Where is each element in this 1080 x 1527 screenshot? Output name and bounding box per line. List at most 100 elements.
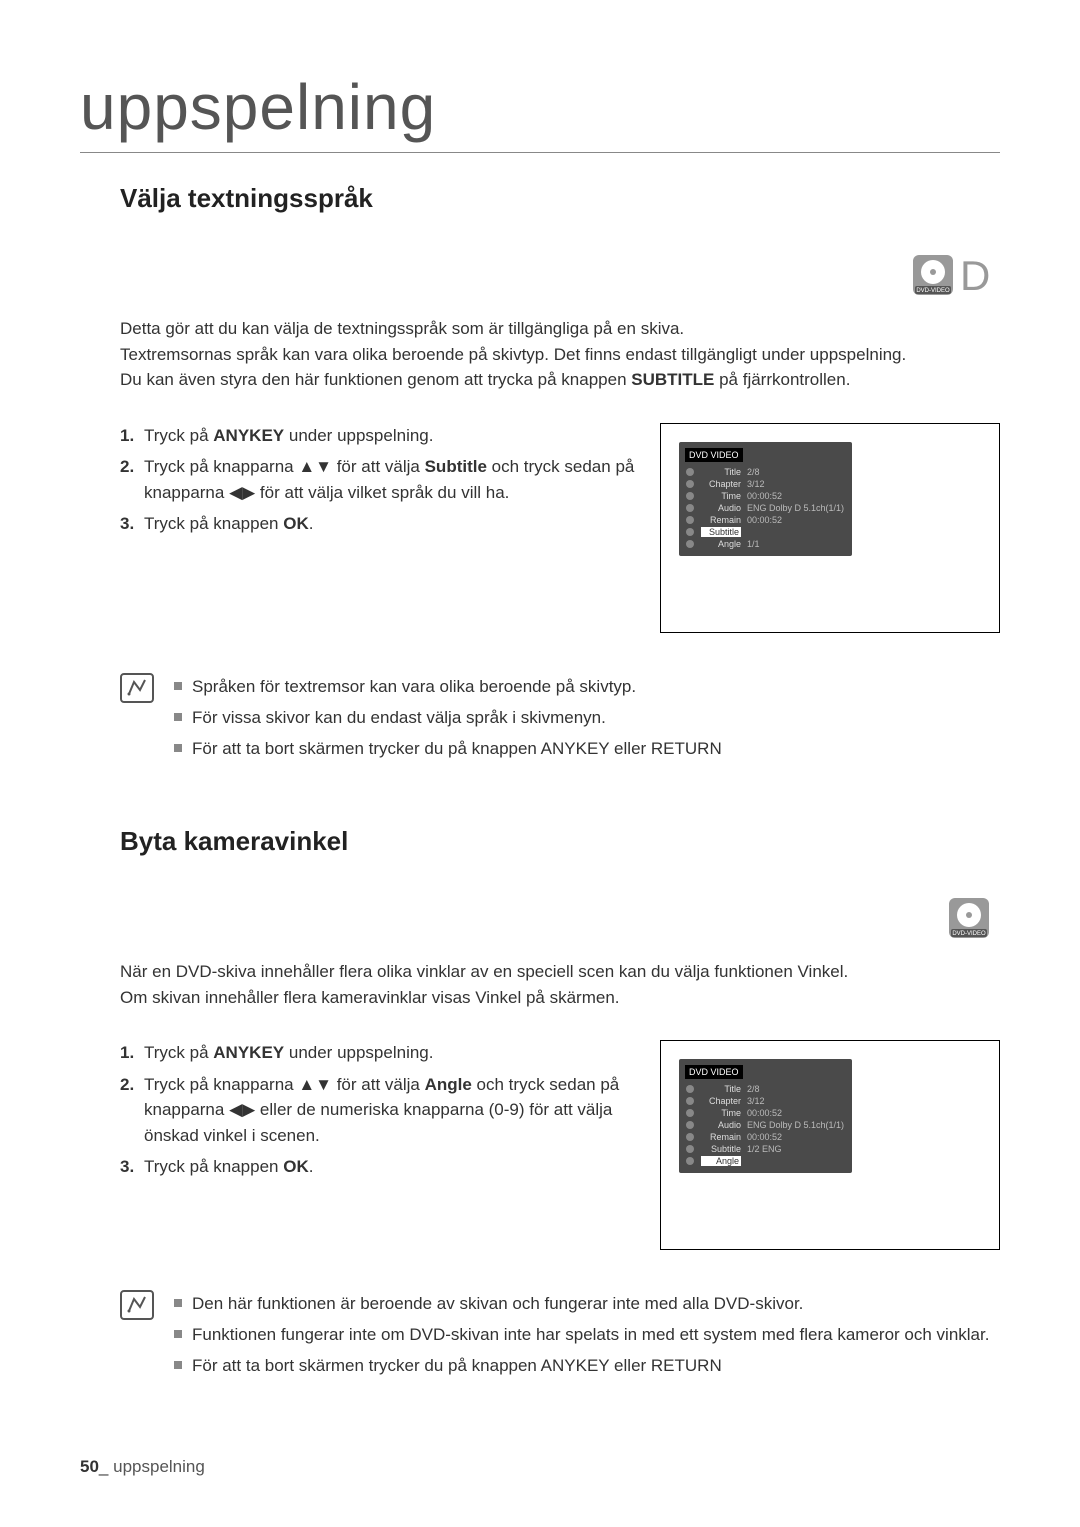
osd-row: Time00:00:52 bbox=[685, 490, 844, 502]
d-icon: D bbox=[958, 254, 990, 296]
osd-row-icon bbox=[685, 467, 695, 477]
intro-line: Textremsornas språk kan vara olika beroe… bbox=[120, 345, 906, 364]
osd-row-icon bbox=[685, 491, 695, 501]
osd-row-icon bbox=[685, 539, 695, 549]
osd-row-icon bbox=[685, 1120, 695, 1130]
osd-row-icon bbox=[685, 527, 695, 537]
note-item: Den här funktionen är beroende av skivan… bbox=[174, 1290, 1000, 1317]
step-num: 1. bbox=[120, 423, 144, 449]
note-icon bbox=[120, 1290, 154, 1320]
step: 1. Tryck på ANYKEY under uppspelning. bbox=[120, 423, 640, 449]
step-text: Tryck på knappen OK. bbox=[144, 511, 640, 537]
osd-row: Remain00:00:52 bbox=[685, 1131, 844, 1143]
note-list: Språken för textremsor kan vara olika be… bbox=[174, 673, 1000, 767]
osd-row-icon bbox=[685, 515, 695, 525]
osd-row: Chapter 3/12 bbox=[685, 1095, 844, 1107]
note-item: För att ta bort skärmen trycker du på kn… bbox=[174, 735, 1000, 762]
osd-value: 00:00:52 bbox=[747, 1132, 782, 1142]
osd-row-icon bbox=[685, 1144, 695, 1154]
section2-content-row: 1. Tryck på ANYKEY under uppspelning. 2.… bbox=[80, 1040, 1000, 1250]
osd-value: 2/8 bbox=[747, 1084, 760, 1094]
osd-row: Time00:00:52 bbox=[685, 1107, 844, 1119]
section2-intro: När en DVD-skiva innehåller flera olika … bbox=[80, 959, 1000, 1010]
step-num: 2. bbox=[120, 454, 144, 505]
bullet-icon bbox=[174, 1299, 182, 1307]
step-num: 2. bbox=[120, 1072, 144, 1149]
section1-notes: Språken för textremsor kan vara olika be… bbox=[80, 673, 1000, 767]
section-subtitle-lang: Välja textningsspråk DVD-VIDEO D Detta g… bbox=[80, 183, 1000, 766]
intro-line: Om skivan innehåller flera kameravinklar… bbox=[120, 988, 620, 1007]
osd-row-icon bbox=[685, 503, 695, 513]
bullet-icon bbox=[174, 744, 182, 752]
step: 2. Tryck på knapparna ▲▼ för att välja S… bbox=[120, 454, 640, 505]
osd-row-icon bbox=[685, 1108, 695, 1118]
osd-row: Remain00:00:52 bbox=[685, 514, 844, 526]
osd-screenshot-1: DVD VIDEO Title 2/8Chapter3/12Time00:00:5… bbox=[660, 423, 1000, 633]
bullet-icon bbox=[174, 1361, 182, 1369]
page-title: uppspelning bbox=[80, 70, 1000, 153]
dvd-video-icon: DVD-VIDEO bbox=[948, 897, 990, 939]
osd-row-icon bbox=[685, 1156, 695, 1166]
osd-label: Title bbox=[701, 1084, 741, 1094]
step: 3. Tryck på knappen OK. bbox=[120, 511, 640, 537]
note-item: För vissa skivor kan du endast välja spr… bbox=[174, 704, 1000, 731]
osd-value: 3/12 bbox=[747, 1096, 765, 1106]
osd-row-icon bbox=[685, 479, 695, 489]
svg-text:D: D bbox=[960, 254, 990, 296]
svg-text:DVD-VIDEO: DVD-VIDEO bbox=[916, 288, 950, 294]
osd-header: DVD VIDEO bbox=[685, 448, 743, 462]
page-number: 50 bbox=[80, 1457, 99, 1476]
section1-intro: Detta gör att du kan välja de textningss… bbox=[80, 316, 1000, 393]
dvd-video-icon: DVD-VIDEO bbox=[912, 254, 954, 296]
step-text: Tryck på knapparna ▲▼ för att välja Angl… bbox=[144, 1072, 640, 1149]
intro-line: Du kan även styra den här funktionen gen… bbox=[120, 370, 850, 389]
osd-row: Angle bbox=[685, 1155, 844, 1167]
osd-panel: DVD VIDEO Title2/8Chapter3/12Time00:00:5… bbox=[679, 1059, 852, 1173]
footer-text: uppspelning bbox=[113, 1457, 205, 1476]
section1-content-row: 1. Tryck på ANYKEY under uppspelning. 2.… bbox=[80, 423, 1000, 633]
note-icon bbox=[120, 673, 154, 703]
osd-row: Chapter3/12 bbox=[685, 478, 844, 490]
disc-icons: DVD-VIDEO bbox=[80, 897, 1000, 939]
osd-row: AudioENG Dolby D 5.1ch(1/1) bbox=[685, 502, 844, 514]
note-item: Språken för textremsor kan vara olika be… bbox=[174, 673, 1000, 700]
osd-panel: DVD VIDEO Title 2/8Chapter3/12Time00:00:5… bbox=[679, 442, 852, 556]
section2-heading: Byta kameravinkel bbox=[80, 826, 1000, 857]
osd-value: 1/2 ENG bbox=[747, 1144, 782, 1154]
step-text: Tryck på ANYKEY under uppspelning. bbox=[144, 423, 640, 449]
osd-row-icon bbox=[685, 1096, 695, 1106]
disc-icons: DVD-VIDEO D bbox=[80, 254, 1000, 296]
osd-row: Title 2/8 bbox=[685, 1083, 844, 1095]
footer-sep: _ bbox=[99, 1457, 108, 1476]
osd-value: 2/8 bbox=[747, 467, 760, 477]
osd-screenshot-2: DVD VIDEO Title2/8Chapter3/12Time00:00:5… bbox=[660, 1040, 1000, 1250]
intro-line: Detta gör att du kan välja de textningss… bbox=[120, 319, 684, 338]
osd-label: Audio bbox=[701, 1120, 741, 1130]
osd-label: Chapter bbox=[701, 1096, 741, 1106]
osd-value: 3/12 bbox=[747, 479, 765, 489]
osd-value: 00:00:52 bbox=[747, 1108, 782, 1118]
step: 1. Tryck på ANYKEY under uppspelning. bbox=[120, 1040, 640, 1066]
section2-steps: 1. Tryck på ANYKEY under uppspelning. 2.… bbox=[120, 1040, 640, 1250]
section-camera-angle: Byta kameravinkel DVD-VIDEO När en DVD-s… bbox=[80, 826, 1000, 1384]
osd-row-icon bbox=[685, 1132, 695, 1142]
osd-label: Title bbox=[701, 467, 741, 477]
note-item: Funktionen fungerar inte om DVD-skivan i… bbox=[174, 1321, 1000, 1348]
section2-notes: Den här funktionen är beroende av skivan… bbox=[80, 1290, 1000, 1384]
section1-heading: Välja textningsspråk bbox=[80, 183, 1000, 214]
osd-label: Remain bbox=[701, 515, 741, 525]
osd-label: Angle bbox=[701, 539, 741, 549]
osd-label: Audio bbox=[701, 503, 741, 513]
step-text: Tryck på knapparna ▲▼ för att välja Subt… bbox=[144, 454, 640, 505]
osd-row: Title 2/8 bbox=[685, 466, 844, 478]
step-num: 1. bbox=[120, 1040, 144, 1066]
step: 3. Tryck på knappen OK. bbox=[120, 1154, 640, 1180]
note-item: För att ta bort skärmen trycker du på kn… bbox=[174, 1352, 1000, 1379]
osd-value: 1/1 bbox=[747, 539, 760, 549]
step-text: Tryck på ANYKEY under uppspelning. bbox=[144, 1040, 640, 1066]
osd-row: Subtitle bbox=[685, 526, 844, 538]
page-footer: 50_ uppspelning bbox=[80, 1457, 205, 1477]
osd-value: ENG Dolby D 5.1ch(1/1) bbox=[747, 1120, 844, 1130]
osd-row: Angle 1/1 bbox=[685, 538, 844, 550]
osd-label: Subtitle bbox=[701, 527, 741, 537]
